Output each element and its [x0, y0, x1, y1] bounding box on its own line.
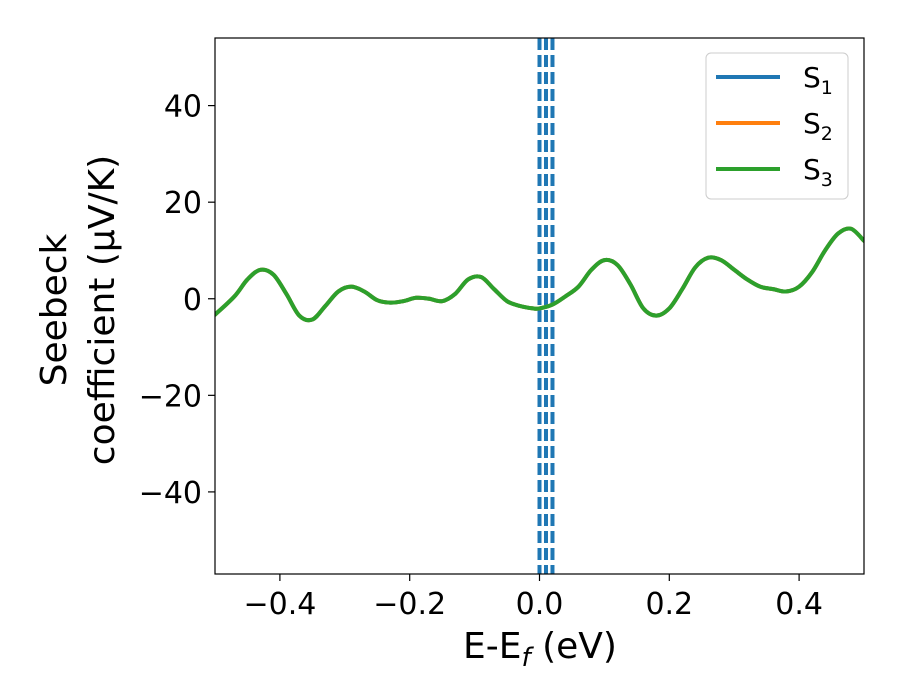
y-tick-label: −40 — [139, 476, 202, 511]
series-line-s3 — [215, 226, 864, 323]
x-axis: −0.4 −0.2 0.0 0.2 0.4 — [243, 574, 823, 622]
legend-label-s1: S1 — [803, 61, 833, 99]
y-axis-title-line2: coefficient (μV/K) — [82, 155, 123, 465]
x-axis-title: E-Ef (eV) — [463, 626, 617, 673]
legend: S1 S2 S3 — [705, 52, 849, 200]
x-axis-title-main: E-E — [463, 626, 521, 667]
series-layer — [215, 226, 864, 323]
y-tick-label: 40 — [164, 90, 202, 125]
x-tick-label: 0.0 — [516, 587, 564, 622]
y-tick-label: 20 — [164, 186, 202, 221]
x-tick-label: −0.2 — [373, 587, 446, 622]
y-axis-title-line1: Seebeck — [34, 233, 75, 386]
x-axis-title-unit: (eV) — [531, 626, 617, 667]
legend-label-s3: S3 — [803, 153, 833, 191]
y-axis-title: Seebeck coefficient (μV/K) — [34, 155, 123, 465]
x-tick-label: 0.4 — [775, 587, 823, 622]
y-tick-label: 0 — [183, 283, 202, 318]
x-tick-label: 0.2 — [645, 587, 693, 622]
y-axis: −40 −20 0 20 40 — [139, 90, 215, 511]
legend-label-s2: S2 — [803, 107, 833, 145]
legend-box — [705, 52, 849, 200]
x-tick-label: −0.4 — [243, 587, 316, 622]
vertical-reference-lines — [537, 38, 555, 574]
y-tick-label: −20 — [139, 379, 202, 414]
